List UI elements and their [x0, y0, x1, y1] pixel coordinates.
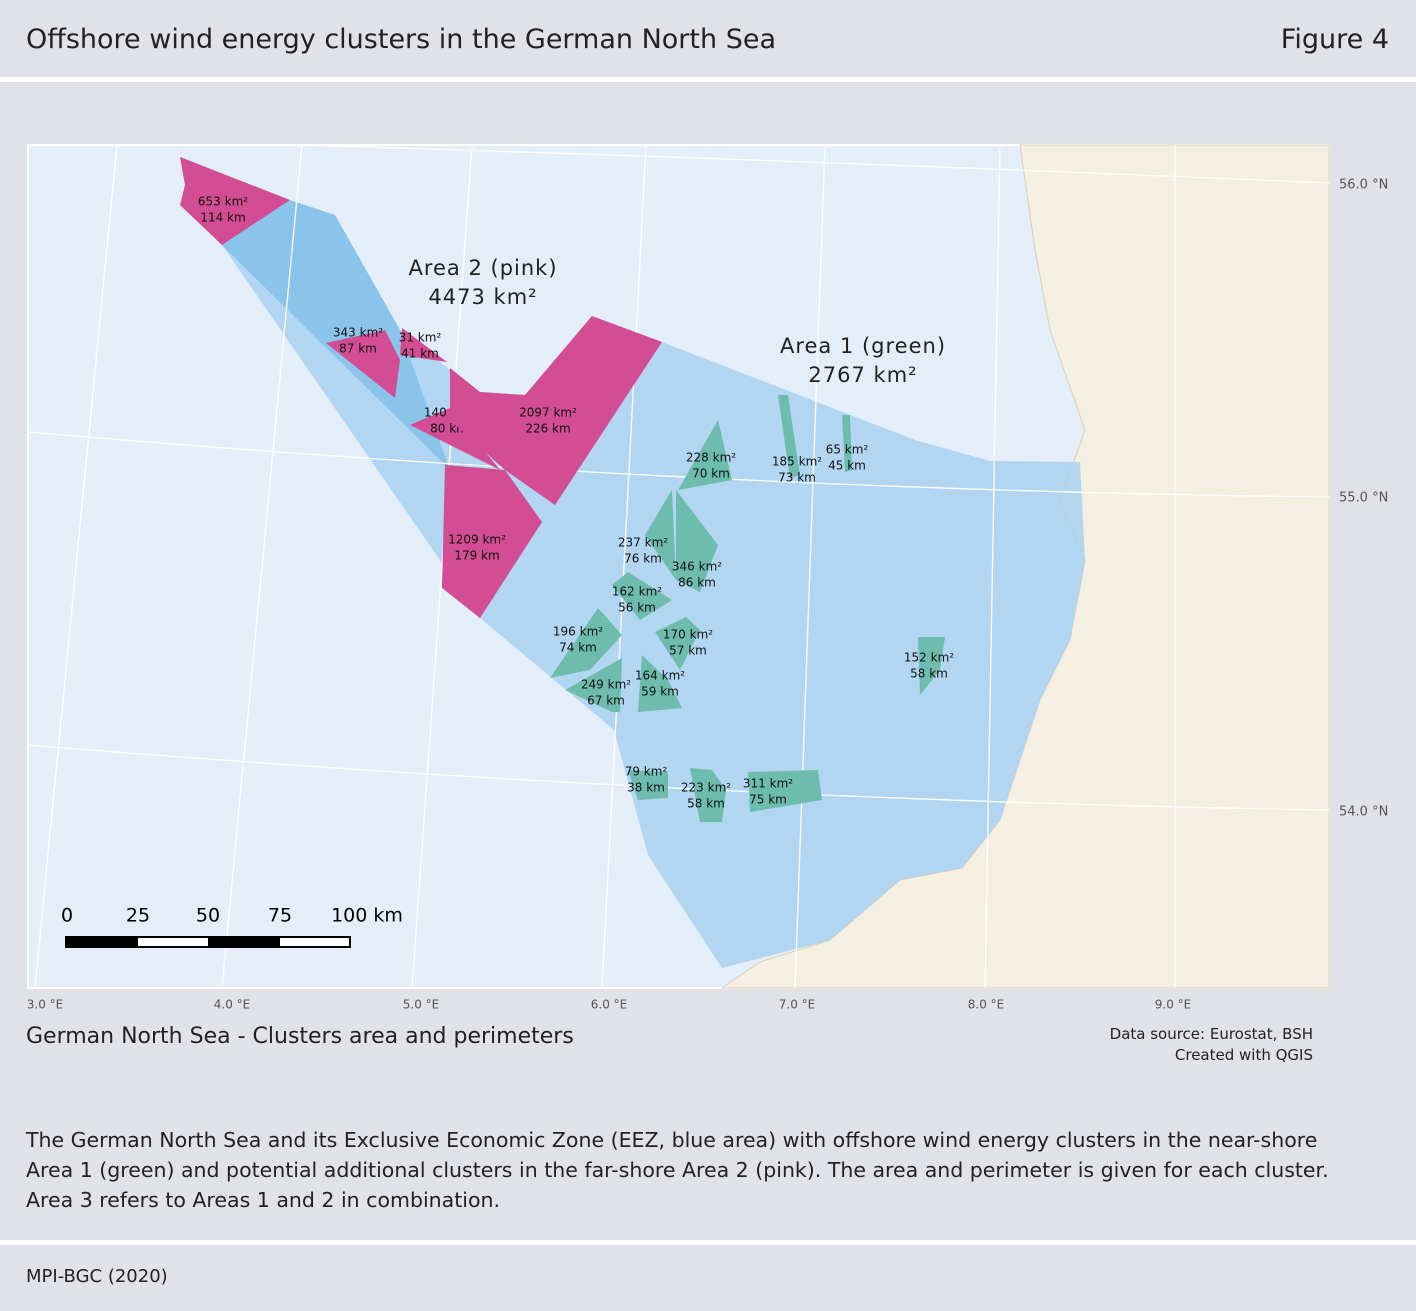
- cluster-area: 196 km²: [553, 625, 603, 639]
- description: The German North Sea and its Exclusive E…: [26, 1125, 1329, 1215]
- eez-corridor: [222, 200, 450, 470]
- description-line: Area 3 refers to Areas 1 and 2 in combin…: [26, 1188, 501, 1212]
- cluster-perimeter: 56 km: [618, 601, 656, 615]
- cluster-perimeter: 38 km: [627, 781, 665, 795]
- longitude-label: 7.0 °E: [779, 998, 815, 1012]
- scale-bar: 0 25 50 75 100 km: [61, 905, 403, 948]
- cluster-perimeter: 179 km: [454, 549, 499, 563]
- source-line: Created with QGIS: [1174, 1046, 1313, 1064]
- figure-number: Figure 4: [1280, 24, 1389, 55]
- cluster: [655, 617, 700, 670]
- cluster-perimeter: 57 km: [669, 644, 707, 658]
- cluster: [400, 328, 447, 362]
- area-total: 4473 km²: [428, 285, 537, 309]
- cluster-area: 346 km²: [672, 560, 722, 574]
- cluster-perimeter: 114 km: [200, 211, 245, 225]
- cluster-area: 152 km²: [904, 651, 954, 665]
- cluster-perimeter: 87 km: [339, 342, 377, 356]
- cluster-perimeter: 75 km: [749, 793, 787, 807]
- cluster-area: 237 km²: [618, 536, 668, 550]
- cluster: [326, 330, 400, 398]
- cluster: [638, 655, 682, 712]
- area-name: Area 1 (green): [780, 334, 946, 358]
- cluster-area: 79 km²: [625, 765, 668, 779]
- cluster-area: 223 km²: [681, 781, 731, 795]
- latitude-label: 54.0 °N: [1339, 805, 1388, 820]
- caption: German North Sea - Clusters area and per…: [26, 1024, 574, 1049]
- cluster-area: 185 km²: [772, 455, 822, 469]
- cluster-area: 311 km²: [743, 777, 793, 791]
- description-line: The German North Sea and its Exclusive E…: [26, 1128, 1318, 1152]
- cluster-perimeter: 76 km: [624, 552, 662, 566]
- divider: [0, 1240, 1416, 1245]
- source: Data source: Eurostat, BSH Created with …: [1110, 1024, 1313, 1066]
- scale-label: 75: [268, 905, 292, 927]
- title: Offshore wind energy clusters in the Ger…: [26, 24, 776, 55]
- scale-label: 50: [196, 905, 220, 927]
- cluster-area: 2097 km²: [519, 406, 577, 420]
- cluster: [748, 770, 822, 812]
- longitude-label: 4.0 °E: [214, 998, 250, 1012]
- map: 0 25 50 75 100 km 228 km² 70 km 185 km² 73 km 65…: [27, 144, 1388, 1012]
- cluster-area: 653 km²: [198, 195, 248, 209]
- divider: [0, 77, 1416, 82]
- cluster-perimeter: 70 km: [692, 467, 730, 481]
- cluster-perimeter: 86 km: [678, 576, 716, 590]
- footer: MPI-BGC (2020): [26, 1266, 168, 1287]
- cluster-area: 164 km²: [635, 669, 685, 683]
- cluster-area: 170 km²: [663, 628, 713, 642]
- cluster-area: 249 km²: [581, 678, 631, 692]
- cluster: [628, 770, 668, 800]
- cluster-area: 343 km²: [333, 326, 383, 340]
- cluster: [842, 415, 852, 472]
- cluster-perimeter: 59 km: [641, 685, 679, 699]
- cluster-area: 228 km²: [686, 451, 736, 465]
- cluster-perimeter: 67 km: [587, 694, 625, 708]
- description-line: Area 1 (green) and potential additional …: [26, 1158, 1329, 1182]
- cluster-perimeter: 41 km: [401, 347, 439, 361]
- scale-label: 0: [61, 905, 73, 927]
- cluster-perimeter: 58 km: [910, 667, 948, 681]
- cluster: [918, 637, 945, 695]
- cluster: [690, 768, 726, 822]
- longitude-label: 5.0 °E: [403, 998, 439, 1012]
- scale-label: 25: [126, 905, 150, 927]
- cluster: [450, 316, 662, 505]
- longitude-label: 6.0 °E: [591, 998, 627, 1012]
- latitude-label: 55.0 °N: [1339, 491, 1388, 506]
- cluster-perimeter: 45 km: [828, 459, 866, 473]
- cluster: [778, 395, 800, 478]
- area-total: 2767 km²: [808, 363, 917, 387]
- longitude-label: 8.0 °E: [968, 998, 1004, 1012]
- cluster: [676, 490, 718, 592]
- cluster: [442, 465, 542, 618]
- longitude-label: 9.0 °E: [1155, 998, 1191, 1012]
- cluster: [550, 608, 622, 678]
- cluster-area: 65 km²: [826, 443, 869, 457]
- cluster-perimeter: 58 km: [687, 797, 725, 811]
- latitude-label: 56.0 °N: [1339, 178, 1388, 193]
- cluster: [678, 420, 732, 490]
- cluster: [612, 572, 672, 620]
- cluster: [645, 490, 676, 580]
- cluster-perimeter: 74 km: [559, 641, 597, 655]
- source-line: Data source: Eurostat, BSH: [1109, 1025, 1313, 1043]
- cluster-perimeter: 226 km: [525, 422, 570, 436]
- cluster-area: 31 km²: [399, 331, 442, 345]
- cluster: [410, 408, 500, 470]
- cluster-perimeter: 73 km: [778, 471, 816, 485]
- longitude-label: 3.0 °E: [27, 998, 63, 1012]
- scale-label: 100 km: [331, 905, 403, 927]
- cluster-area: 1209 km²: [448, 533, 506, 547]
- cluster: [180, 157, 290, 245]
- area-name: Area 2 (pink): [408, 256, 557, 280]
- cluster: [565, 658, 622, 712]
- cluster-area: 162 km²: [612, 585, 662, 599]
